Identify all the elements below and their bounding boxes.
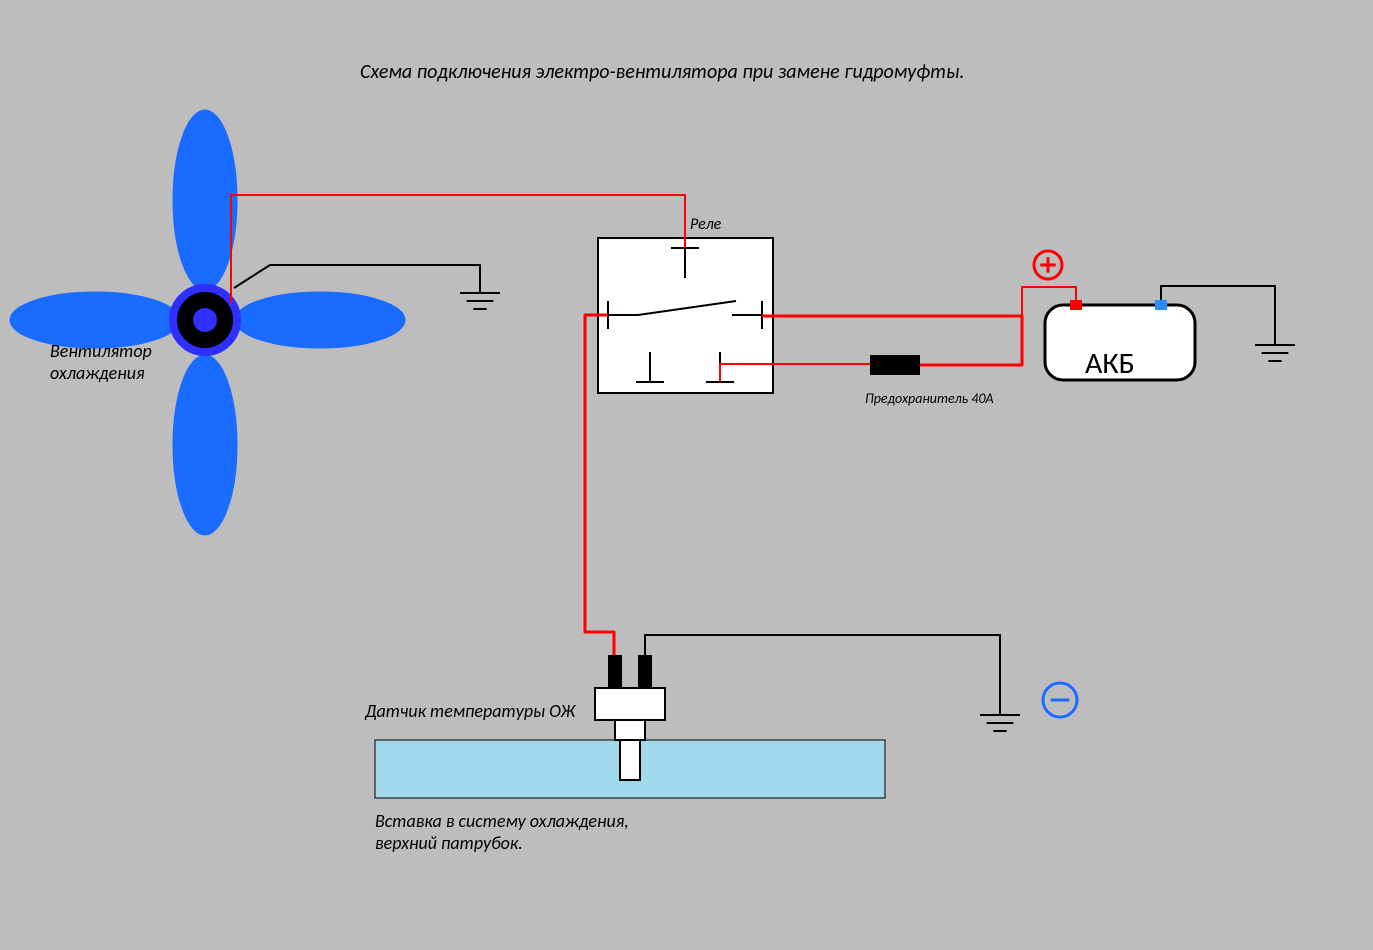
fan-hub-inner xyxy=(193,308,217,332)
fan-blade xyxy=(173,110,237,290)
sensor-label: Датчик температуры ОЖ xyxy=(365,700,575,722)
diagram-svg xyxy=(0,0,1373,950)
fuse xyxy=(870,355,920,375)
fan-blade xyxy=(235,292,405,348)
title-text: Схема подключения электро-вентилятора пр… xyxy=(360,60,964,84)
sensor-term-right xyxy=(638,655,652,689)
sensor-body xyxy=(595,688,665,720)
sensor-neck xyxy=(615,720,645,740)
pipe-label: Вставка в систему охлаждения, верхний па… xyxy=(375,810,629,854)
relay-label: Реле xyxy=(690,215,721,234)
diagram-stage: Схема подключения электро-вентилятора пр… xyxy=(0,0,1373,950)
sensor-term-left xyxy=(608,655,622,689)
fuse-label: Предохранитель 40А xyxy=(865,390,994,407)
fan-blade xyxy=(173,355,237,535)
fan-label: Вентилятор охлаждения xyxy=(50,340,152,384)
sensor-tip xyxy=(620,740,640,780)
battery-term-neg xyxy=(1155,300,1167,310)
battery-label: АКБ xyxy=(1085,345,1135,382)
battery-term-pos xyxy=(1070,300,1082,310)
